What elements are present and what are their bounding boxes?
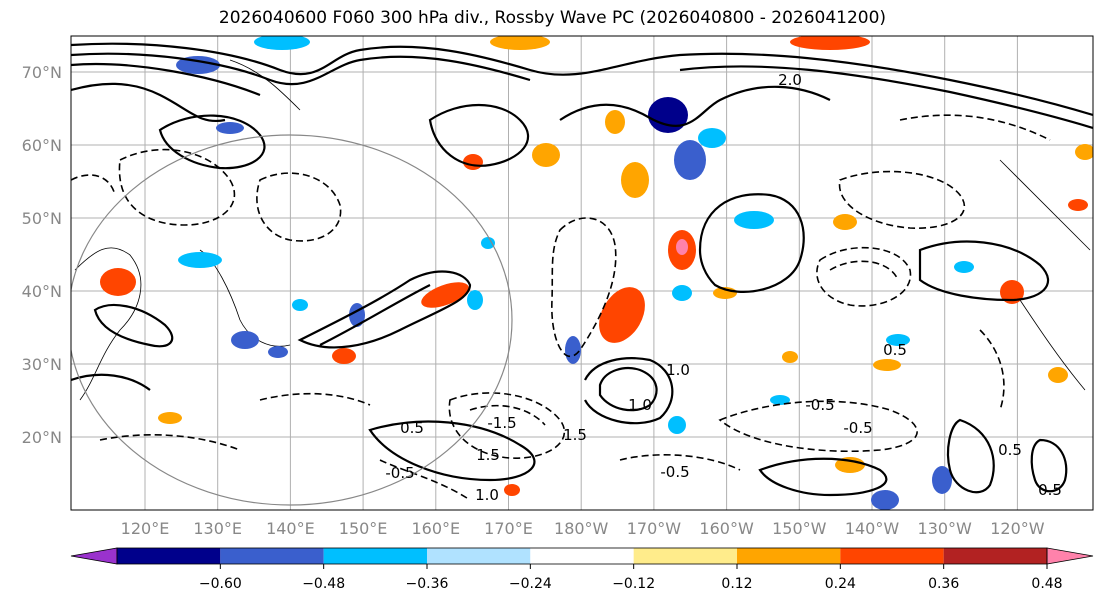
contour-label: 1.5 — [476, 446, 500, 464]
colorbar-tick-label: 0.48 — [1031, 576, 1062, 592]
colorbar-tick-label: −0.36 — [406, 576, 449, 592]
lat-label: 30°N — [22, 355, 62, 374]
lon-label: 180°W — [554, 519, 609, 538]
lon-label: 160°E — [411, 519, 460, 538]
contour-label: 2.0 — [778, 71, 802, 89]
contour-label: -0.5 — [805, 396, 834, 414]
lon-label: 160°W — [699, 519, 754, 538]
colorbar: −0.60 −0.48 −0.36 −0.24 −0.12 0.12 0.24 0.36 0.4… — [70, 547, 1094, 592]
lat-label: 20°N — [22, 428, 62, 447]
contour-label: 0.5 — [1038, 481, 1062, 499]
lon-label: 140°E — [266, 519, 315, 538]
colorbar-tick-label: −0.24 — [509, 576, 552, 592]
lon-label: 140°W — [845, 519, 900, 538]
lat-label: 70°N — [22, 63, 62, 82]
lon-label: 120°E — [121, 519, 170, 538]
contour-labels: 1.0 0.5 -0.5 1.5 -0.5 1.0 0.5 -0.5 -1.5 1.0 0.5 -0.… — [385, 71, 1062, 504]
lat-label: 40°N — [22, 282, 62, 301]
latitude-labels: 70°N 60°N 50°N 40°N 30°N 20°N — [22, 63, 62, 447]
map-content: 1.0 0.5 -0.5 1.5 -0.5 1.0 0.5 -0.5 -1.5 1.0 0.5 -0.… — [71, 36, 1093, 510]
colorbar-segment — [427, 548, 531, 564]
colorbar-segment — [117, 548, 221, 564]
contour-label: 0.5 — [883, 341, 907, 359]
lon-label: 150°W — [772, 519, 827, 538]
contour-label: 0.5 — [400, 419, 424, 437]
colorbar-segment — [943, 548, 1047, 564]
contour-label: -0.5 — [660, 463, 689, 481]
colorbar-extend-high — [1046, 547, 1094, 565]
colorbar-frame — [116, 547, 1048, 565]
dashed-contours — [71, 114, 1051, 501]
colorbar-segment — [633, 548, 737, 564]
lon-label: 120°W — [990, 519, 1045, 538]
lon-label: 170°E — [484, 519, 533, 538]
colorbar-tick-label: 0.24 — [825, 576, 856, 592]
lat-label: 50°N — [22, 209, 62, 228]
map-area — [71, 36, 1093, 510]
contour-label: -0.5 — [843, 419, 872, 437]
colorbar-tick-label: −0.12 — [612, 576, 655, 592]
contour-label: -1.5 — [487, 414, 516, 432]
map-frame — [70, 35, 1094, 511]
longitude-labels: 120°E 130°E 140°E 150°E 160°E 170°E 180°W 170°W… — [121, 519, 1045, 538]
lat-label: 60°N — [22, 136, 62, 155]
solid-contours — [71, 42, 1093, 497]
colorbar-tick-label: 0.36 — [928, 576, 959, 592]
colorbar-segment — [737, 548, 841, 564]
contour-label: 1.0 — [628, 396, 652, 414]
colorbar-tick-label: 0.12 — [721, 576, 752, 592]
colorbar-segment — [220, 548, 324, 564]
lon-label: 150°E — [339, 519, 388, 538]
colorbar-tick-label: −0.60 — [199, 576, 242, 592]
colorbar-segment — [323, 548, 427, 564]
divergence-shading — [100, 36, 1093, 510]
region-outline — [71, 134, 513, 506]
contour-label: 1.0 — [666, 361, 690, 379]
colorbar-segment — [530, 548, 634, 564]
contour-label: 1.0 — [475, 486, 499, 504]
contour-label: 1.5 — [563, 426, 587, 444]
colorbar-segment — [840, 548, 944, 564]
contour-label: 0.5 — [998, 441, 1022, 459]
chart-title: 2026040600 F060 300 hPa div., Rossby Wav… — [218, 8, 887, 28]
lon-label: 170°W — [627, 519, 682, 538]
colorbar-extend-low — [70, 547, 118, 565]
lon-label: 130°W — [918, 519, 973, 538]
lon-label: 130°E — [193, 519, 242, 538]
contour-label: -0.5 — [385, 464, 414, 482]
colorbar-tick-label: −0.48 — [302, 576, 345, 592]
